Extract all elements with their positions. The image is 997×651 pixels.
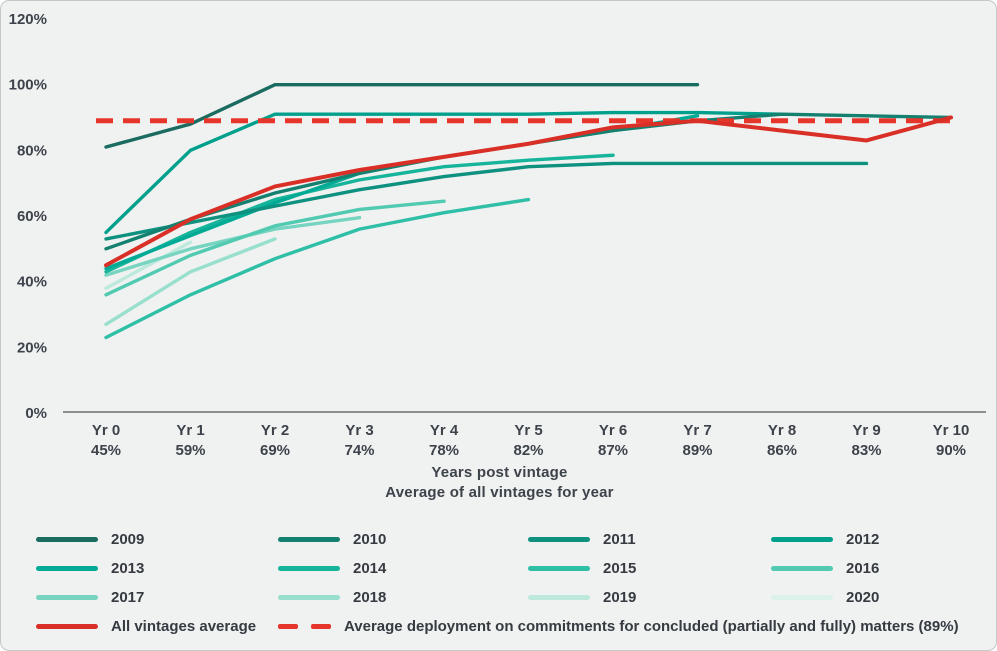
- deployment-by-vintage-line-chart: 0% 20% 40% 60% 80% 100% 120% Yr 0 45% Yr 1 59% Yr 2…: [9, 11, 986, 459]
- x-tick-label: Yr 5: [514, 422, 542, 439]
- legend-item-2016: 2016: [771, 558, 879, 578]
- y-tick-label: 20%: [17, 339, 47, 356]
- x-tick-label: Yr 10: [933, 422, 970, 439]
- x-tick-average-label: 87%: [598, 442, 628, 459]
- x-tick-average-label: 89%: [682, 442, 712, 459]
- legend-label-2015: 2015: [603, 559, 637, 577]
- legend-item-2015: 2015: [528, 558, 636, 578]
- legend-item-2014: 2014: [278, 558, 386, 578]
- legend-label-2013: 2013: [111, 559, 145, 577]
- x-tick-average-label: 90%: [936, 442, 966, 459]
- legend-swatch-2016: [771, 565, 833, 571]
- legend-item-all-vintages-average: All vintages average: [36, 616, 256, 636]
- y-tick-label: 60%: [17, 208, 47, 225]
- legend-item-2017: 2017: [36, 587, 144, 607]
- series-line-2015: [104, 197, 531, 340]
- x-tick-label: Yr 4: [430, 422, 459, 439]
- legend-swatch-2015: [528, 565, 590, 571]
- x-tick-average-label: 82%: [513, 442, 543, 459]
- series-line-2014: [104, 153, 615, 274]
- legend-item-2013: 2013: [36, 558, 144, 578]
- legend-item-2009: 2009: [36, 529, 144, 549]
- y-tick-label: 0%: [25, 405, 47, 422]
- x-tick-label: Yr 6: [599, 422, 627, 439]
- x-tick-label: Yr 8: [768, 422, 796, 439]
- legend-swatch-reference-dash: [278, 623, 298, 629]
- y-tick-label: 40%: [17, 274, 47, 291]
- legend-swatch-2020: [771, 594, 833, 600]
- series-line-all-vintages-average: [104, 115, 953, 268]
- legend-label-reference-line: Average deployment on commitments for co…: [344, 617, 959, 635]
- x-tick-label: Yr 7: [683, 422, 711, 439]
- legend-swatch-reference-dash: [311, 623, 331, 629]
- legend-label-2018: 2018: [353, 588, 387, 606]
- series-line-2012: [104, 110, 784, 235]
- legend-swatch-2017: [36, 594, 98, 600]
- x-tick-average-label: 45%: [91, 442, 121, 459]
- legend-item-2010: 2010: [278, 529, 386, 549]
- legend-item-2018: 2018: [278, 587, 386, 607]
- legend-label-2016: 2016: [846, 559, 880, 577]
- legend-swatch-2014: [278, 565, 340, 571]
- x-tick-label: Yr 9: [852, 422, 880, 439]
- legend-item-2012: 2012: [771, 529, 879, 549]
- x-axis-title-line2: Average of all vintages for year: [385, 484, 614, 501]
- x-tick-average-label: 74%: [344, 442, 374, 459]
- legend-swatch-all-vintages-average: [36, 623, 98, 629]
- legend-label-all-vintages-average: All vintages average: [111, 617, 257, 635]
- legend-item-2019: 2019: [528, 587, 636, 607]
- legend-swatch-2012: [771, 536, 833, 542]
- y-tick-label: 100%: [9, 77, 47, 94]
- legend-swatch-2018: [278, 594, 340, 600]
- x-tick-label: Yr 1: [176, 422, 204, 439]
- y-tick-label: 80%: [17, 142, 47, 159]
- x-axis-title-line1: Years post vintage: [431, 464, 568, 481]
- series-line-2018: [104, 237, 277, 327]
- legend-swatch-2013: [36, 565, 98, 571]
- legend-label-2012: 2012: [846, 530, 880, 548]
- x-tick-average-label: 69%: [260, 442, 290, 459]
- legend-swatch-2010: [278, 536, 340, 542]
- legend-item-2011: 2011: [528, 529, 636, 549]
- legend-label-2017: 2017: [111, 588, 145, 606]
- legend-swatch-2009: [36, 536, 98, 542]
- series-line-2019: [104, 240, 193, 290]
- legend-item-reference-line: Average deployment on commitments for co…: [278, 616, 959, 636]
- legend-label-2019: 2019: [603, 588, 637, 606]
- legend-swatch-2011: [528, 536, 590, 542]
- legend-swatch-2019: [528, 594, 590, 600]
- series-line-2009: [104, 82, 700, 149]
- legend-label-2011: 2011: [603, 530, 636, 548]
- series-line-2013: [104, 114, 700, 271]
- chart-plot-area: 0% 20% 40% 60% 80% 100% 120% Yr 0 45% Yr 1 59% Yr 2…: [1, 1, 996, 501]
- series-line-2011: [104, 161, 869, 241]
- x-tick-average-label: 86%: [767, 442, 797, 459]
- legend-label-2020: 2020: [846, 588, 880, 606]
- legend-label-2010: 2010: [353, 530, 387, 548]
- series-line-2016: [104, 199, 446, 297]
- legend-label-2014: 2014: [353, 559, 387, 577]
- x-tick-label: Yr 2: [261, 422, 289, 439]
- x-tick-label: Yr 3: [345, 422, 373, 439]
- legend-label-2009: 2009: [111, 530, 145, 548]
- x-tick-average-label: 78%: [429, 442, 459, 459]
- y-tick-label: 120%: [9, 11, 47, 28]
- legend-item-2020: 2020: [771, 587, 879, 607]
- x-tick-average-label: 83%: [851, 442, 881, 459]
- x-tick-average-label: 59%: [175, 442, 205, 459]
- x-tick-label: Yr 0: [92, 422, 120, 439]
